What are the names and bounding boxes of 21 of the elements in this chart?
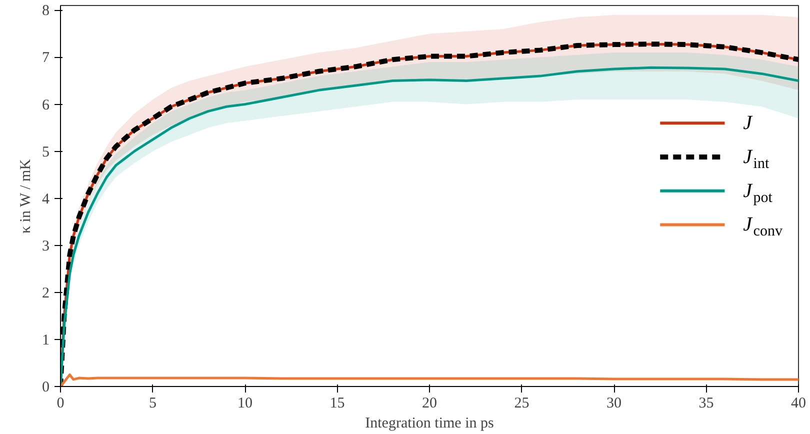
y-tick-label: 0 (42, 380, 50, 396)
x-tick-label: 25 (514, 396, 530, 412)
x-tick-label: 15 (330, 396, 345, 412)
x-tick-label: 0 (56, 396, 64, 412)
y-tick-label: 3 (42, 238, 50, 254)
y-tick-label: 2 (42, 285, 50, 302)
y-tick-label: 4 (42, 191, 50, 208)
y-axis-title: κ in W / mK (18, 158, 34, 234)
x-tick-label: 35 (698, 396, 714, 412)
y-tick-label: 8 (42, 3, 50, 20)
y-tick-label: 6 (42, 97, 50, 114)
x-tick-label: 5 (149, 396, 156, 412)
x-axis-title: Integration time in ps (365, 416, 494, 432)
y-tick-label: 7 (42, 50, 50, 66)
legend-label: J (743, 112, 754, 134)
x-tick-label: 30 (606, 396, 622, 412)
y-tick-label: 1 (42, 332, 50, 348)
x-tick-label: 40 (791, 396, 806, 412)
y-tick-label: 5 (42, 144, 50, 160)
x-tick-label: 20 (422, 396, 437, 412)
x-tick-label: 10 (238, 396, 252, 412)
